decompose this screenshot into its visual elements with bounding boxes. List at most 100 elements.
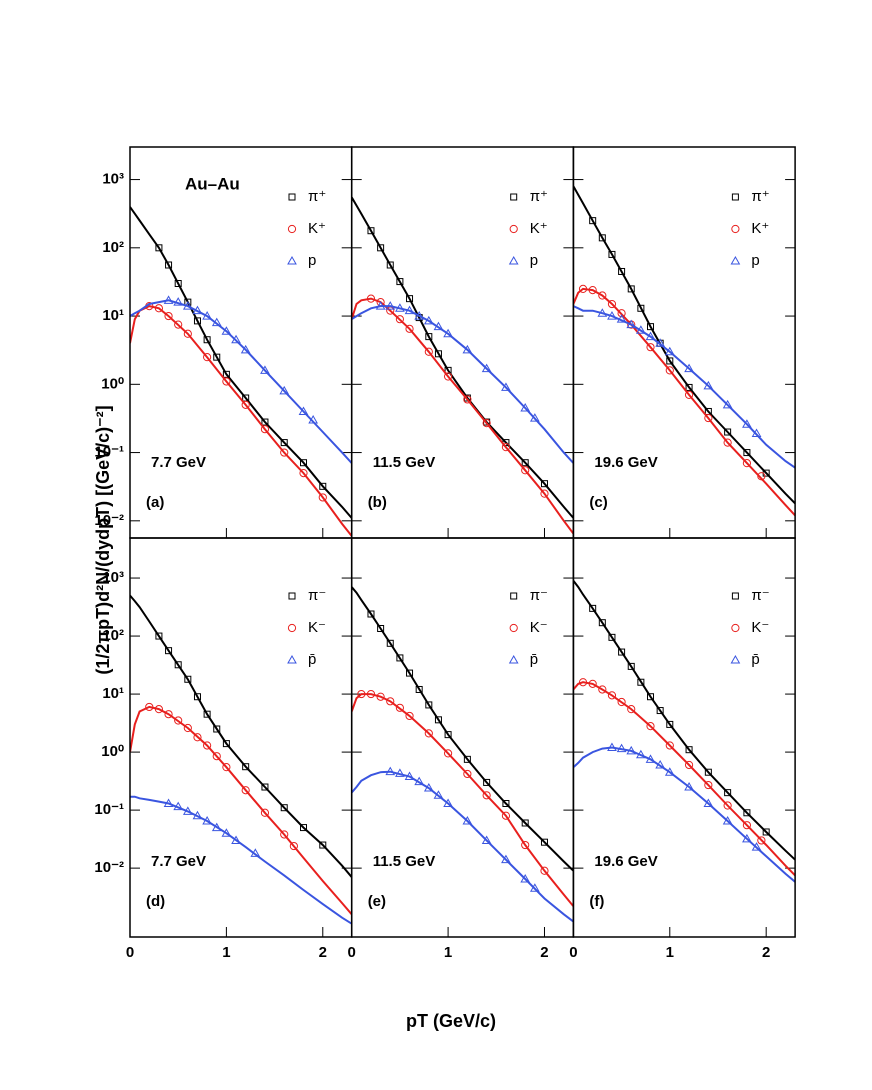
- x-tick-label: 2: [762, 944, 770, 961]
- marker-triangle: [298, 406, 309, 415]
- marker-circle: [607, 691, 617, 700]
- legend-marker: [287, 224, 297, 234]
- marker-triangle: [722, 399, 733, 409]
- marker-triangle: [173, 801, 184, 811]
- legend-label: K⁻: [530, 619, 548, 636]
- marker-square: [666, 357, 674, 365]
- marker-circle: [183, 723, 192, 733]
- legend-marker: [288, 592, 296, 600]
- marker-square: [155, 244, 163, 252]
- marker-square: [165, 647, 173, 655]
- legend-label: π⁺: [308, 188, 326, 205]
- marker-triangle: [684, 363, 694, 373]
- panel-label: (d): [146, 893, 165, 910]
- marker-triangle: [404, 771, 415, 780]
- marker-triangle: [751, 428, 762, 438]
- marker-triangle: [529, 883, 540, 892]
- panel: π⁺ K⁺ p 11.5 GeV (b): [350, 146, 575, 539]
- marker-square: [242, 763, 250, 771]
- marker-square: [434, 716, 442, 724]
- energy-label: 11.5 GeV: [373, 454, 436, 471]
- marker-circle: [742, 459, 752, 468]
- legend-label: π⁻: [530, 587, 548, 604]
- x-tick-label: 1: [666, 944, 674, 961]
- marker-square: [261, 783, 269, 791]
- marker-square: [184, 675, 192, 683]
- marker-square: [193, 693, 201, 701]
- marker-square: [261, 418, 269, 426]
- marker-circle: [164, 311, 173, 321]
- y-tick-label: 10⁻¹: [94, 801, 124, 818]
- marker-square: [647, 323, 655, 331]
- marker-circle: [684, 390, 694, 399]
- marker-circle: [241, 786, 250, 795]
- marker-triangle: [462, 815, 473, 825]
- marker-square: [396, 278, 404, 286]
- marker-square: [502, 800, 510, 808]
- legend-marker: [731, 623, 740, 633]
- panel-frame: [129, 146, 353, 539]
- marker-triangle: [645, 331, 656, 341]
- marker-circle: [154, 304, 164, 313]
- fit-curve: [573, 580, 796, 861]
- marker-circle: [174, 320, 183, 329]
- marker-square: [434, 350, 442, 358]
- marker-square: [463, 755, 471, 763]
- marker-circle: [260, 808, 270, 817]
- fit-curve: [351, 693, 574, 907]
- marker-triangle: [221, 326, 232, 335]
- marker-circle: [318, 493, 327, 502]
- legend-marker: [510, 193, 518, 201]
- marker-triangle: [433, 790, 444, 799]
- fit-curve: [573, 746, 796, 883]
- marker-square: [155, 632, 163, 640]
- marker-circle: [366, 689, 376, 699]
- marker-triangle: [597, 308, 608, 317]
- marker-square: [386, 261, 394, 269]
- marker-square: [724, 789, 732, 797]
- legend-label: p: [751, 252, 759, 269]
- marker-triangle: [501, 854, 511, 864]
- marker-triangle: [202, 815, 212, 825]
- fit-curve: [351, 770, 574, 923]
- marker-square: [280, 439, 288, 447]
- marker-circle: [164, 710, 173, 719]
- legend-marker: [509, 224, 518, 234]
- marker-square: [444, 731, 452, 739]
- marker-circle: [203, 353, 212, 362]
- marker-square: [222, 740, 230, 748]
- marker-square: [406, 295, 414, 303]
- marker-square: [618, 648, 626, 656]
- marker-triangle: [404, 305, 415, 315]
- marker-circle: [501, 811, 511, 820]
- marker-triangle: [636, 325, 646, 334]
- y-axis-label: (1/2πpT)d²N/(dydpT) [(GeV/c)⁻²]: [93, 405, 113, 674]
- marker-triangle: [636, 749, 646, 759]
- marker-triangle: [192, 810, 203, 820]
- marker-square: [213, 725, 221, 733]
- fit-curve: [573, 305, 796, 469]
- marker-circle: [757, 472, 766, 481]
- y-tick-label: 10³: [102, 569, 124, 586]
- marker-square: [406, 669, 414, 677]
- marker-triangle: [655, 338, 666, 347]
- legend-label: p̄: [751, 651, 759, 668]
- marker-triangle: [529, 413, 540, 422]
- legend-marker: [730, 255, 741, 265]
- fit-curve: [130, 206, 352, 519]
- marker-triangle: [163, 295, 174, 304]
- y-tick-label: 10⁰: [101, 375, 124, 392]
- marker-circle: [241, 400, 250, 409]
- energy-label: 19.6 GeV: [594, 454, 657, 471]
- marker-circle: [540, 489, 549, 498]
- marker-circle: [395, 315, 404, 324]
- annotation: Au–Au: [185, 174, 240, 193]
- marker-triangle: [626, 319, 637, 329]
- marker-square: [521, 819, 529, 827]
- marker-circle: [463, 769, 472, 779]
- marker-square: [627, 285, 635, 293]
- marker-circle: [617, 697, 626, 707]
- legend-marker: [508, 255, 519, 265]
- marker-triangle: [742, 833, 752, 843]
